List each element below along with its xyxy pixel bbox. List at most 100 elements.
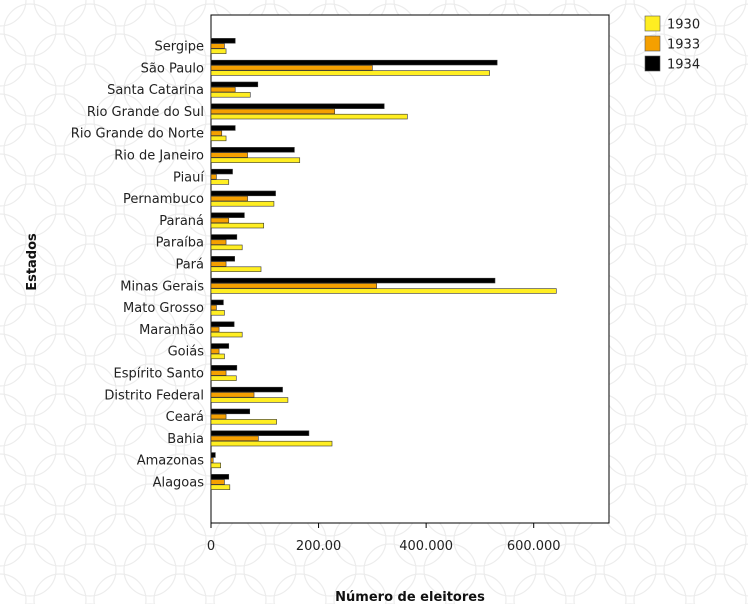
bar-amazonas-1933: [210, 457, 214, 463]
bar-sao-paulo-1933: [210, 65, 373, 71]
bar-amazonas-1934: [210, 452, 216, 458]
legend-label-1934: 1934: [667, 58, 700, 73]
bar-bahia-1934: [210, 430, 310, 436]
bar-alagoas-1933: [210, 479, 225, 485]
bar-sergipe-1930: [210, 48, 227, 54]
bar-distrito-federal-1930: [210, 397, 289, 403]
category-label-espirito-santo: Espírito Santo: [114, 367, 205, 382]
bar-amazonas-1930: [210, 462, 221, 469]
category-label-maranhao: Maranhão: [139, 323, 204, 338]
bar-sao-paulo-1934: [210, 59, 498, 66]
category-label-bahia: Bahia: [167, 432, 204, 447]
bar-goias-1934: [210, 343, 230, 349]
bar-minas-gerais-1934: [210, 277, 496, 284]
category-label-mato-grosso: Mato Grosso: [123, 301, 204, 316]
category-label-para: Pará: [175, 258, 204, 273]
bar-alagoas-1930: [210, 484, 231, 490]
bar-minas-gerais-1930: [210, 288, 557, 294]
bar-rio-grande-do-norte-1934: [210, 125, 236, 131]
bar-mato-grosso-1930: [210, 310, 225, 316]
bar-espirito-santo-1934: [210, 365, 238, 371]
category-label-alagoas: Alagoas: [153, 476, 205, 491]
bar-pernambuco-1934: [210, 190, 276, 197]
category-label-goias: Goiás: [168, 345, 205, 360]
category-label-ceara: Ceará: [166, 410, 204, 425]
bar-para-1934: [210, 256, 235, 262]
bar-bahia-1933: [210, 435, 259, 442]
category-label-rio-grande-do-norte: Rio Grande do Norte: [71, 127, 204, 142]
bar-santa-catarina-1933: [210, 86, 236, 93]
category-label-paraiba: Paraíba: [156, 236, 204, 251]
category-label-sergipe: Sergipe: [155, 40, 204, 55]
x-axis-ticks: 0 200.00 400.000 600.000: [207, 523, 561, 554]
bar-para-1933: [210, 261, 227, 267]
bars-group: [210, 38, 557, 490]
bar-rio-de-janeiro-1930: [210, 157, 301, 163]
legend-label-1933: 1933: [667, 38, 700, 53]
bar-distrito-federal-1934: [210, 386, 283, 393]
bar-para-1930: [210, 266, 262, 272]
bar-ceara-1934: [210, 408, 251, 415]
bar-espirito-santo-1930: [210, 375, 237, 381]
bar-ceara-1930: [210, 419, 277, 425]
bar-rio-de-janeiro-1933: [210, 152, 248, 158]
bar-pernambuco-1933: [210, 195, 248, 202]
category-label-minas-gerais: Minas Gerais: [120, 279, 204, 294]
bar-parana-1934: [210, 212, 245, 218]
bar-ceara-1933: [210, 413, 227, 420]
bar-paraiba-1934: [210, 234, 238, 240]
legend-swatch-1930: [644, 15, 661, 32]
bar-minas-gerais-1933: [210, 283, 377, 289]
x-tick-label: 400.000: [399, 539, 453, 554]
bar-maranhao-1933: [210, 326, 220, 333]
bar-paraiba-1930: [210, 244, 243, 251]
bar-maranhao-1930: [210, 331, 243, 338]
bar-mato-grosso-1933: [210, 304, 217, 311]
legend-swatch-1934: [644, 55, 661, 72]
bar-mato-grosso-1934: [210, 299, 224, 306]
bar-distrito-federal-1933: [210, 392, 255, 398]
x-tick-label: 600.000: [507, 539, 561, 554]
bar-espirito-santo-1933: [210, 370, 227, 376]
bar-rio-grande-do-norte-1930: [210, 135, 227, 142]
category-label-sao-paulo: São Paulo: [141, 61, 204, 76]
bar-piaui-1933: [210, 174, 217, 180]
category-label-parana: Paraná: [159, 214, 204, 229]
bar-sergipe-1934: [210, 38, 236, 44]
bar-maranhao-1934: [210, 321, 235, 327]
bar-pernambuco-1930: [210, 201, 275, 207]
bar-alagoas-1934: [210, 474, 230, 480]
bar-rio-de-janeiro-1934: [210, 147, 295, 153]
category-label-piaui: Piauí: [173, 170, 204, 185]
bar-santa-catarina-1930: [210, 92, 251, 98]
bar-piaui-1930: [210, 179, 230, 185]
category-label-rio-grande-do-sul: Rio Grande do Sul: [87, 105, 204, 120]
bar-rio-grande-do-sul-1930: [210, 113, 408, 120]
bar-goias-1933: [210, 348, 220, 354]
bar-parana-1930: [210, 222, 265, 229]
x-tick-label: 200.00: [296, 539, 342, 554]
bar-goias-1930: [210, 353, 225, 360]
bar-bahia-1930: [210, 440, 333, 447]
bar-paraiba-1933: [210, 239, 227, 245]
legend-label-1930: 1930: [667, 18, 700, 33]
category-label-distrito-federal: Distrito Federal: [104, 388, 204, 403]
bar-santa-catarina-1934: [210, 81, 259, 88]
bar-rio-grande-do-sul-1933: [210, 108, 336, 115]
plot-area: [210, 14, 610, 524]
x-axis-title: Número de eleitores: [335, 590, 485, 604]
bar-rio-grande-do-sul-1934: [210, 103, 385, 109]
category-label-santa-catarina: Santa Catarina: [107, 83, 204, 98]
legend: 1930 1933 1934: [644, 15, 700, 73]
category-label-rio-de-janeiro: Rio de Janeiro: [114, 149, 204, 164]
category-label-pernambuco: Pernambuco: [123, 192, 204, 207]
bar-sao-paulo-1930: [210, 70, 490, 76]
category-label-amazonas: Amazonas: [137, 454, 205, 469]
category-labels: Sergipe São Paulo Santa Catarina Rio Grande…: [71, 40, 205, 491]
bar-piaui-1934: [210, 168, 233, 175]
y-axis-title: Estados: [25, 233, 40, 291]
bar-rio-grande-do-norte-1933: [210, 130, 223, 136]
legend-swatch-1933: [644, 35, 661, 52]
x-tick-label: 0: [207, 539, 215, 554]
